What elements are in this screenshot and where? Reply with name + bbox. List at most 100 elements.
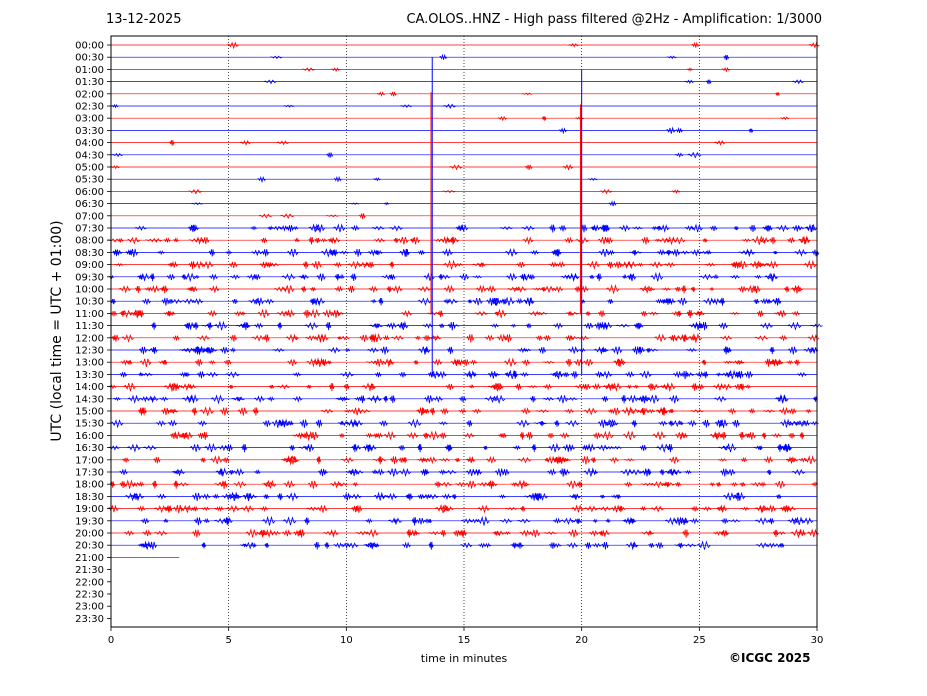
y-tick-label: 05:30 (75, 175, 104, 186)
trace-burst (110, 418, 819, 429)
trace-burst (111, 332, 820, 344)
y-tick-label: 19:00 (75, 504, 104, 515)
y-tick-label: 16:00 (75, 431, 104, 442)
trace-burst (124, 491, 782, 502)
y-tick-label: 09:30 (75, 272, 104, 283)
y-tick-label: 12:30 (75, 346, 104, 357)
y-tick-label: 10:00 (75, 285, 104, 296)
trace-burst (187, 188, 681, 195)
y-tick-label: 01:30 (75, 77, 104, 88)
trace-burst (120, 357, 800, 368)
y-tick-label: 08:30 (75, 248, 104, 259)
trace-burst (122, 455, 817, 466)
trace-burst (118, 284, 804, 295)
y-tick-label: 20:00 (75, 529, 104, 540)
trace-burst (169, 139, 726, 146)
y-tick-label: 19:30 (75, 516, 104, 527)
y-tick-label: 22:30 (75, 590, 104, 601)
y-tick-label: 02:00 (75, 89, 104, 100)
y-tick-label: 20:30 (75, 541, 104, 552)
y-tick-label: 22:00 (75, 577, 104, 588)
y-tick-label: 03:00 (75, 114, 104, 125)
trace-burst (111, 151, 702, 159)
trace-burst (257, 175, 598, 184)
y-tick-label: 16:30 (75, 443, 104, 454)
y-tick-label: 05:00 (75, 163, 104, 174)
x-tick-label: 25 (693, 635, 706, 646)
trace-burst (114, 259, 817, 271)
y-tick-label: 23:00 (75, 602, 104, 613)
trace-burst (123, 528, 819, 539)
trace-burst (270, 53, 730, 61)
y-tick-label: 21:30 (75, 565, 104, 576)
y-tick-label: 07:00 (75, 211, 104, 222)
y-tick-label: 06:30 (75, 199, 104, 210)
y-tick-label: 18:30 (75, 492, 104, 503)
trace-burst (263, 79, 804, 85)
trace-burst (119, 467, 806, 478)
trace-burst (113, 394, 818, 405)
trace-burst (497, 115, 790, 122)
plot-title: CA.OLOS..HNZ - High pass filtered @2Hz -… (406, 12, 822, 27)
y-axis-label: UTC (local time = UTC + 01:00) (49, 220, 65, 442)
trace-burst (134, 223, 818, 233)
y-tick-label: 06:00 (75, 187, 104, 198)
y-tick-label: 10:30 (75, 297, 104, 308)
y-tick-label: 21:00 (75, 553, 104, 564)
y-tick-label: 04:30 (75, 150, 104, 161)
y-tick-label: 01:00 (75, 65, 104, 76)
y-tick-label: 03:30 (75, 126, 104, 137)
y-tick-label: 15:30 (75, 419, 104, 430)
trace-burst (558, 126, 754, 135)
y-tick-label: 07:30 (75, 224, 104, 235)
trace-burst (109, 479, 818, 490)
trace-burst (376, 91, 780, 97)
y-tick-label: 02:30 (75, 102, 104, 113)
y-tick-label: 00:00 (75, 41, 104, 52)
y-tick-label: 09:00 (75, 260, 104, 271)
plot-date: 13-12-2025 (106, 12, 182, 27)
trace-burst (169, 430, 805, 442)
y-tick-label: 17:00 (75, 455, 104, 466)
copyright-notice: ©ICGC 2025 (729, 651, 811, 665)
plot-frame (110, 35, 818, 628)
trace-burst (301, 66, 731, 73)
trace-burst (258, 213, 366, 220)
y-tick-label: 17:30 (75, 468, 104, 479)
trace-burst (111, 103, 456, 110)
trace-burst (110, 296, 782, 307)
trace-burst (138, 345, 819, 356)
y-tick-label: 11:30 (75, 321, 104, 332)
trace-burst (112, 248, 820, 258)
trace-burst (137, 540, 785, 551)
trace-burst (227, 41, 820, 50)
y-tick-label: 04:00 (75, 138, 104, 149)
trace-burst (138, 406, 812, 416)
x-axis-label: time in minutes (420, 652, 508, 665)
trace-burst (110, 164, 574, 171)
x-tick-label: 30 (811, 635, 824, 646)
y-tick-label: 14:00 (75, 382, 104, 393)
trace-burst (109, 271, 779, 283)
y-tick-label: 14:30 (75, 394, 104, 405)
x-tick-label: 20 (575, 635, 588, 646)
y-tick-label: 00:30 (75, 53, 104, 64)
y-tick-label: 13:00 (75, 358, 104, 369)
y-tick-label: 23:30 (75, 614, 104, 625)
trace-burst (191, 200, 617, 207)
trace-burst (119, 369, 807, 380)
x-tick-label: 0 (108, 635, 114, 646)
trace-burst (110, 308, 801, 319)
trace-burst (140, 515, 814, 526)
trace-burst (108, 442, 793, 454)
y-tick-label: 08:00 (75, 236, 104, 247)
x-tick-label: 15 (458, 635, 471, 646)
trace-burst (151, 320, 823, 331)
trace-burst (107, 235, 811, 246)
y-tick-label: 11:00 (75, 309, 104, 320)
trace-burst (107, 503, 797, 514)
x-tick-label: 10 (340, 635, 353, 646)
trace-burst (107, 382, 751, 393)
y-tick-label: 13:30 (75, 370, 104, 381)
y-tick-label: 15:00 (75, 407, 104, 418)
